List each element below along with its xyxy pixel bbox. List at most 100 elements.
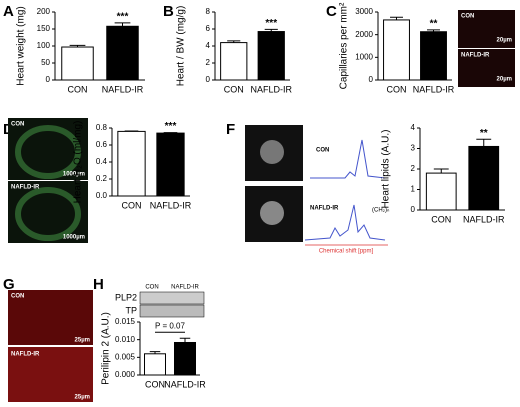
bar (144, 353, 166, 376)
bar (61, 46, 94, 81)
y-tick-label: 0 (46, 75, 51, 84)
bar (117, 130, 146, 197)
bar (174, 341, 196, 376)
micrograph (8, 290, 93, 345)
y-tick-label: 0.4 (96, 157, 108, 166)
error-bar (69, 44, 86, 48)
y-tick-label: 0 (206, 75, 211, 84)
y-tick-label: 0.2 (96, 174, 108, 183)
bar (220, 42, 248, 81)
bar (257, 31, 285, 81)
y-tick-label: 2 (206, 58, 211, 67)
y-tick-label: 4 (411, 123, 416, 132)
image-label: CON (11, 294, 24, 300)
panel-label: F (226, 121, 235, 138)
x-tick-label: CON (224, 84, 244, 94)
spectrum (304, 204, 386, 241)
y-tick-label: 8 (206, 7, 211, 16)
y-axis-label: Capillaries per mm² (339, 2, 350, 89)
bar (383, 19, 410, 81)
heart (260, 140, 284, 164)
image-label: NAFLD-IR (11, 352, 40, 358)
y-axis-label: Heart weight (mg) (16, 6, 27, 85)
y-tick-label: 6 (206, 24, 211, 33)
y-tick-label: 0.6 (96, 140, 108, 149)
x-tick-label: NAFLD-IR (150, 200, 192, 210)
x-tick-label: NAFLD-IR (250, 84, 292, 94)
y-tick-label: 1000 (355, 52, 373, 61)
micrograph (458, 49, 515, 87)
error-bar (227, 40, 241, 43)
annotation: P = 0.07 (155, 321, 185, 330)
annotation: *** (117, 12, 129, 23)
blot-band (139, 291, 205, 305)
y-tick-label: 0.015 (115, 317, 136, 326)
tissue (15, 125, 81, 179)
image-label: NAFLD-IR (461, 53, 490, 59)
error-bar (163, 132, 178, 134)
bar (425, 172, 457, 211)
y-axis-label: Heart / BW (mg/g) (176, 6, 187, 87)
y-tick-label: 0.000 (115, 370, 136, 379)
error-bar (179, 337, 191, 343)
y-tick-label: 3 (411, 144, 416, 153)
y-tick-label: 1 (411, 185, 416, 194)
bar (420, 31, 447, 81)
x-tick-label: NAFLD-IR (463, 214, 505, 224)
peak-label: (CH₂)ₙ (372, 208, 390, 214)
y-tick-label: 100 (37, 41, 51, 50)
x-tick-label: CON (145, 379, 165, 389)
x-tick-label: NAFLD-IR (413, 84, 455, 94)
micrograph (8, 347, 93, 402)
scale-label: 1000µm (63, 235, 85, 241)
y-tick-label: 200 (37, 7, 51, 16)
bar (468, 145, 500, 211)
y-tick-label: 0.8 (96, 123, 108, 132)
y-tick-label: 50 (41, 58, 50, 67)
annotation: *** (265, 18, 277, 29)
panel-label: B (163, 3, 174, 20)
blot-row: PLP2 (115, 292, 137, 302)
bar (106, 25, 139, 81)
scale-label: 20µm (497, 77, 512, 83)
tissue (15, 187, 81, 241)
x-tick-label: NAFLD-IR (102, 84, 144, 94)
annotation: ** (430, 19, 438, 30)
error-bar (476, 138, 492, 147)
scale-label: 20µm (497, 38, 512, 44)
x-tick-label: CON (122, 200, 142, 210)
scale-label: 1000µm (63, 172, 85, 178)
y-tick-label: 0 (369, 75, 374, 84)
error-bar (114, 22, 131, 27)
bar (156, 132, 185, 197)
panel-label: C (326, 3, 337, 20)
blot-band (139, 304, 205, 318)
annotation: ** (480, 128, 488, 139)
heart (260, 201, 284, 225)
x-tick-label: NAFLD-IR (164, 379, 206, 389)
panel-label: A (3, 3, 14, 20)
y-tick-label: 0.005 (115, 352, 136, 361)
y-tick-label: 150 (37, 24, 51, 33)
blot-group: NAFLD-IR (171, 285, 199, 291)
blot-row: TP (125, 305, 137, 315)
error-bar (390, 16, 403, 20)
annotation: *** (165, 121, 177, 132)
y-axis-label: Perilipin 2 (A.U.) (101, 312, 112, 385)
y-axis-label: Heart lipids (A.U.) (381, 130, 392, 209)
scale-label: 25µm (75, 395, 90, 401)
x-tick-label: CON (68, 84, 88, 94)
panel-label: G (3, 276, 15, 293)
error-bar (149, 351, 161, 354)
error-bar (264, 28, 278, 32)
scale-label: 25µm (75, 338, 90, 344)
y-tick-label: 2000 (355, 30, 373, 39)
image-label: CON (11, 122, 24, 128)
micrograph (458, 10, 515, 48)
blot-group: CON (145, 285, 158, 291)
image-label: NAFLD-IR (11, 185, 40, 191)
y-tick-label: 3000 (355, 7, 373, 16)
x-tick-label: CON (431, 214, 451, 224)
error-bar (433, 168, 449, 174)
